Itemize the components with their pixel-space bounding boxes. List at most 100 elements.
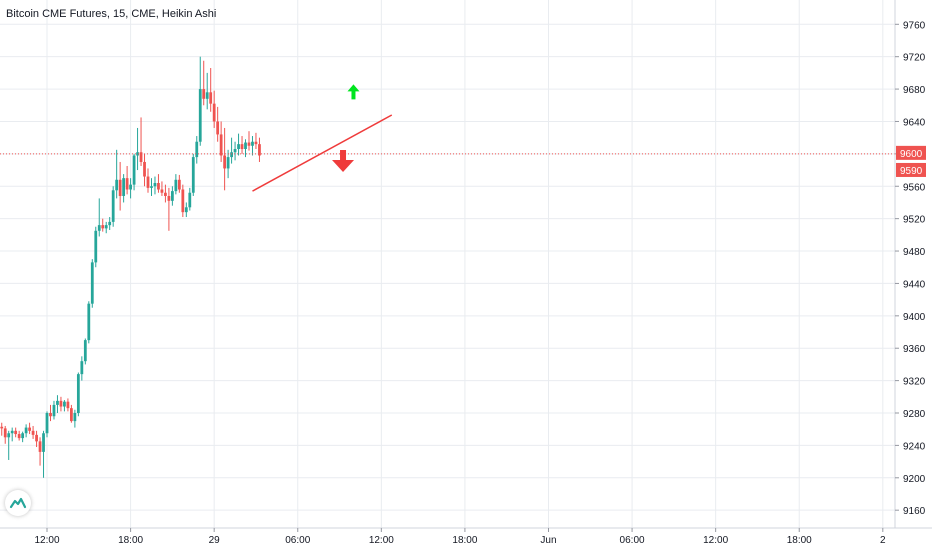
candle-body <box>24 427 28 434</box>
time-axis-label: 18:00 <box>118 535 143 546</box>
candle-body <box>80 361 84 375</box>
candle-body <box>136 152 139 156</box>
candle-body <box>237 144 240 150</box>
chart-title: Bitcoin CME Futures, 15, CME, Heikin Ash… <box>6 8 217 20</box>
candle-body <box>83 340 87 362</box>
time-axis-label: 2 <box>880 535 886 546</box>
candle-body <box>69 408 73 422</box>
candle-body <box>223 155 227 169</box>
price-tag-bg <box>896 162 926 177</box>
candle-body <box>31 430 35 435</box>
tradingview-cloud-icon[interactable] <box>5 490 31 516</box>
candle-body <box>184 207 188 213</box>
drawings[interactable] <box>0 84 895 192</box>
candle-body <box>87 303 91 341</box>
candle-body <box>45 413 49 434</box>
candle-body <box>118 179 122 196</box>
candle-body <box>56 400 59 405</box>
candle-body <box>0 426 4 429</box>
candle-body <box>108 221 112 226</box>
candles <box>0 56 261 478</box>
candle-body <box>14 430 18 435</box>
candle-body <box>205 92 209 99</box>
candle-body <box>216 121 220 135</box>
price-axis-label: 9480 <box>903 247 926 258</box>
price-axis-label: 9360 <box>903 344 926 355</box>
time-axis-label: 06:00 <box>620 535 645 546</box>
candle-body <box>59 400 63 407</box>
candle-body <box>202 89 206 99</box>
candle-body <box>139 152 143 162</box>
candle-body <box>167 195 171 201</box>
price-axis-label: 9280 <box>903 409 926 420</box>
candle-body <box>115 179 119 191</box>
candle-body <box>76 374 80 414</box>
trendline[interactable] <box>252 114 393 192</box>
candle-body <box>157 183 160 190</box>
candle-body <box>198 89 202 142</box>
candle-body <box>219 134 223 156</box>
candle-body <box>143 161 146 177</box>
price-axis-label: 9440 <box>903 279 926 290</box>
candle-body <box>247 142 251 146</box>
candle-body <box>177 179 181 190</box>
candle-body <box>191 157 195 193</box>
time-axis-label: 12:00 <box>703 535 728 546</box>
candle-body <box>188 192 192 208</box>
candle-body <box>226 157 230 169</box>
candle-body <box>146 176 150 188</box>
candle-body <box>66 401 70 409</box>
tradingview-cloud-icon-svg <box>9 497 27 509</box>
price-axis-label: 9320 <box>903 377 926 388</box>
price-axis-label: 9640 <box>903 117 926 128</box>
candle-body <box>49 413 52 417</box>
candle-body <box>122 178 126 196</box>
arrow-down-shape <box>332 149 355 172</box>
arrow-up-icon[interactable] <box>347 84 360 100</box>
candle-body <box>209 92 213 104</box>
price-axis-label: 9760 <box>903 20 926 31</box>
candle-body <box>21 433 25 439</box>
candle-body <box>233 149 237 153</box>
time-axis-label: 29 <box>209 535 221 546</box>
time-axis-label: 12:00 <box>369 535 394 546</box>
candle-body <box>101 225 105 229</box>
candle-body <box>181 189 185 213</box>
candle-body <box>244 142 247 150</box>
candle-body <box>251 141 254 146</box>
candle-body <box>230 152 233 158</box>
candle-body <box>195 141 199 158</box>
candle-body <box>212 103 216 122</box>
grid-lines <box>0 0 895 528</box>
candle-body <box>94 230 98 263</box>
time-axis-label: 18:00 <box>452 535 477 546</box>
candle-body <box>17 434 21 439</box>
candle-body <box>35 434 38 442</box>
candle-body <box>150 186 153 188</box>
time-axis-label: 12:00 <box>34 535 59 546</box>
candle-body <box>132 155 136 185</box>
time-axis-label: Jun <box>540 535 556 546</box>
candle-body <box>258 144 261 156</box>
price-axis-label: 9200 <box>903 474 926 485</box>
price-axis-label: 9520 <box>903 215 926 226</box>
time-axis-label: 06:00 <box>285 535 310 546</box>
candle-body <box>254 141 258 145</box>
arrow-down-icon[interactable] <box>332 149 355 172</box>
candle-body <box>125 178 129 190</box>
price-axis-label: 9720 <box>903 53 926 64</box>
candle-body <box>73 413 77 422</box>
candle-body <box>97 225 101 231</box>
candle-body <box>7 433 11 438</box>
candle-body <box>3 428 7 438</box>
candle-body <box>10 430 14 434</box>
candle-body <box>111 190 115 222</box>
candle-body <box>104 225 108 229</box>
candle-body <box>240 144 244 150</box>
price-axis-label: 9240 <box>903 441 926 452</box>
price-tag-bg <box>896 145 926 160</box>
candle-body <box>164 192 167 196</box>
